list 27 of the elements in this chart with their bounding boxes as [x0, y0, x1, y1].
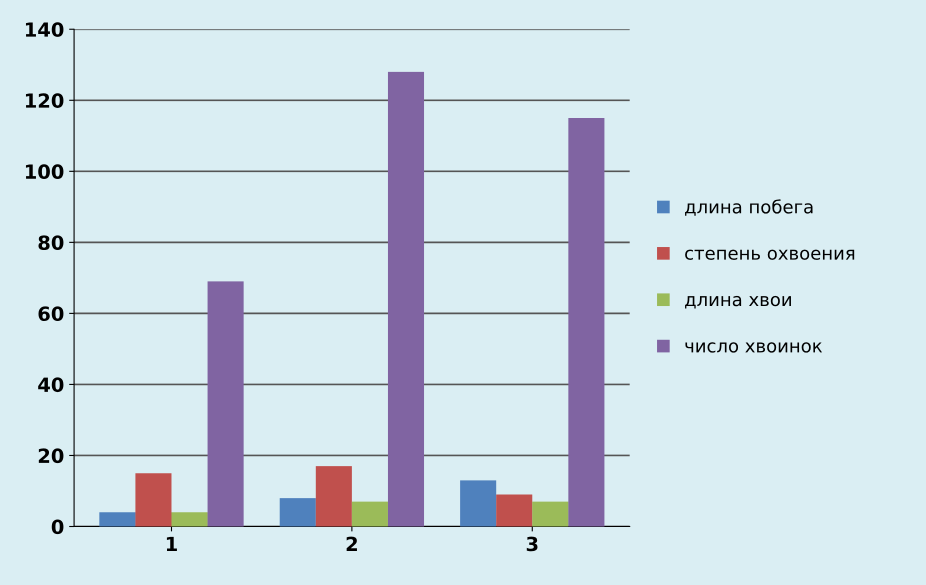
y-tick-label: 140 [26, 22, 64, 37]
bar [460, 480, 496, 526]
y-tick-label: 80 [38, 235, 64, 250]
y-tick-label: 60 [38, 306, 64, 322]
bar [171, 512, 208, 526]
bar [496, 494, 532, 526]
y-tick-label: 0 [52, 519, 64, 534]
legend-label: длина побега [685, 199, 812, 216]
bar [532, 502, 568, 526]
bar [208, 281, 244, 526]
x-tick-label: 3 [526, 536, 538, 552]
legend-label: степень охвоения [685, 250, 854, 260]
y-tick-label: 120 [26, 93, 64, 108]
x-tick-label: 2 [346, 536, 357, 551]
bar [99, 512, 136, 526]
y-tick-label: 100 [26, 164, 64, 179]
bar [316, 466, 352, 526]
bar [280, 498, 316, 526]
bar [135, 473, 172, 526]
bar [352, 502, 388, 526]
legend-label: число хвоинок [685, 342, 822, 353]
bar [388, 72, 424, 526]
x-tick-label: 1 [166, 536, 177, 551]
bar [568, 118, 604, 526]
y-tick-label: 20 [38, 448, 64, 464]
y-tick-label: 40 [38, 377, 64, 392]
legend-label: длина хвои [685, 296, 791, 309]
